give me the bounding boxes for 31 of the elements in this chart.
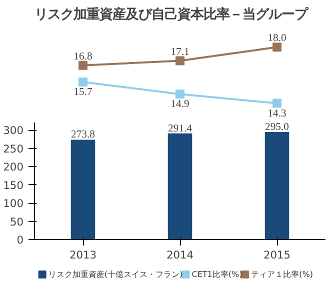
- point: [176, 56, 184, 66]
- data-label: 14.9: [170, 99, 190, 110]
- point: [78, 78, 88, 87]
- y-tick-label: 50: [10, 215, 24, 228]
- point: [272, 42, 282, 52]
- x-tick-label: 2015: [263, 248, 291, 262]
- x-tick-label: 2014: [166, 248, 194, 262]
- data-label: 14.3: [268, 108, 286, 120]
- bar: [264, 132, 290, 240]
- point: [272, 98, 282, 108]
- point: [176, 90, 184, 99]
- data-label: 15.7: [74, 87, 93, 98]
- data-label: 295.0: [265, 122, 289, 134]
- point: [78, 60, 88, 70]
- legend-label: リスク加重資産(十億スイス・フラン): [48, 270, 183, 279]
- y-tick-label: 150: [3, 178, 24, 192]
- y-tick-label: 250: [3, 142, 24, 156]
- y-tick-label: 200: [3, 160, 24, 174]
- data-label: 291.4: [168, 123, 193, 134]
- bar: [70, 140, 96, 240]
- legend-label: ティア１比率(%): [251, 270, 313, 279]
- y-tick-label: 0: [16, 234, 24, 246]
- bar: [168, 133, 192, 240]
- x-tick-label: 2013: [69, 248, 97, 262]
- data-label: 17.1: [170, 46, 190, 58]
- data-label: 16.8: [74, 51, 92, 62]
- data-label: 273.8: [71, 130, 95, 141]
- data-label: 18.0: [268, 33, 286, 44]
- chart-title: リスク加重資産及び自己資本比率－当グループ: [34, 6, 308, 22]
- y-tick-label: 300: [3, 124, 24, 138]
- y-tick-label: 100: [3, 197, 24, 210]
